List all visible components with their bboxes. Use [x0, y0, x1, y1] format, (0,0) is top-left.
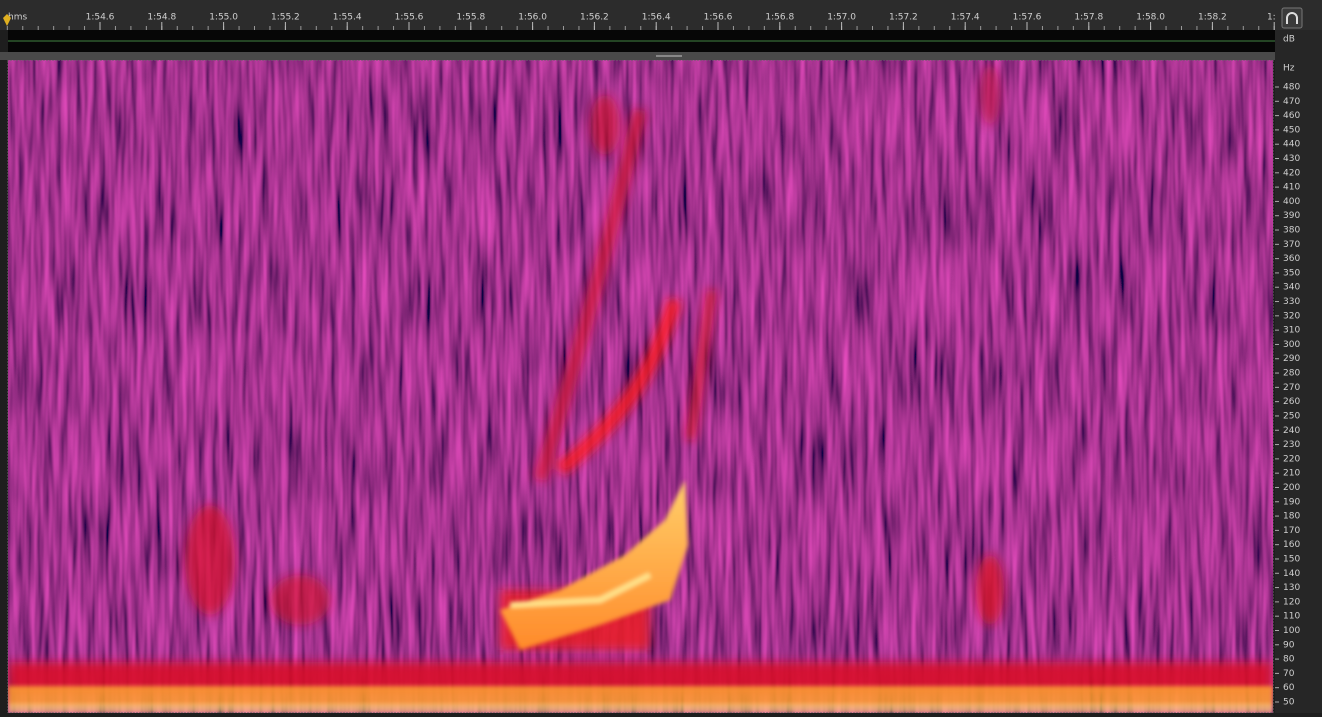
frequency-label: 330: [1283, 297, 1300, 307]
frequency-label: 210: [1283, 469, 1300, 479]
frequency-label: 260: [1283, 397, 1300, 407]
frequency-label: 130: [1283, 583, 1300, 593]
ruler-label: 1:57.0: [827, 13, 856, 23]
frequency-label: 60: [1283, 683, 1295, 693]
splitter-grip: [656, 55, 682, 57]
frequency-label: 240: [1283, 426, 1300, 436]
frequency-label: 350: [1283, 268, 1300, 278]
ruler-label: 1:55.8: [456, 13, 485, 23]
frequency-label: 450: [1283, 125, 1300, 135]
headphone-button[interactable]: [1281, 7, 1303, 29]
ruler-label: 1:55.2: [271, 13, 300, 23]
ruler-label: 1:57.2: [889, 13, 918, 23]
ruler-label: 1:55.6: [395, 13, 424, 23]
frequency-label: 170: [1283, 526, 1300, 536]
frequency-label: 440: [1283, 140, 1300, 150]
frequency-label: 160: [1283, 540, 1300, 550]
frequency-label: 470: [1283, 97, 1300, 107]
ruler-label: 1:55.0: [209, 13, 238, 23]
ruler-label: 1:54.6: [86, 13, 115, 23]
ruler-label: 1:5: [1267, 13, 1281, 23]
frequency-label: 270: [1283, 383, 1300, 393]
frequency-label: 280: [1283, 369, 1300, 379]
frequency-label: 290: [1283, 354, 1300, 364]
frequency-label: 100: [1283, 626, 1300, 636]
frequency-label: 50: [1283, 698, 1295, 708]
frequency-label: 340: [1283, 283, 1300, 293]
ruler-label: 1:57.8: [1074, 13, 1103, 23]
frequency-label: 220: [1283, 454, 1300, 464]
frequency-label: 250: [1283, 411, 1300, 421]
frequency-label: 80: [1283, 655, 1295, 665]
ruler-label: 1:58.2: [1198, 13, 1227, 23]
frequency-label: 420: [1283, 168, 1300, 178]
ruler-label: 1:54.8: [147, 13, 176, 23]
frequency-label: 70: [1283, 669, 1295, 679]
frequency-label: 180: [1283, 512, 1300, 522]
frequency-label: 190: [1283, 497, 1300, 507]
frequency-label: 90: [1283, 640, 1295, 650]
frequency-label: 310: [1283, 326, 1300, 336]
ruler-label: 1:57.6: [1013, 13, 1042, 23]
spectrogram: [8, 60, 1273, 713]
ruler-labels: hms 1:54.6 1:54.8 1:55.0 1:55.2 1:55.4 1:55.6…: [6, 13, 1281, 30]
frequency-label: 430: [1283, 154, 1300, 164]
frequency-label: 320: [1283, 311, 1300, 321]
side-panel: [1275, 30, 1322, 713]
call: [8, 480, 1273, 713]
frequency-label: 120: [1283, 597, 1300, 607]
time-ruler: [0, 0, 1322, 30]
ruler-label: 1:57.4: [951, 13, 980, 23]
frequency-label: 380: [1283, 226, 1300, 236]
frequency-label: 480: [1283, 83, 1300, 93]
hz-unit: Hz: [1283, 64, 1295, 74]
db-unit: dB: [1283, 35, 1295, 45]
frequency-label: 370: [1283, 240, 1300, 250]
ruler-label: 1:56.8: [765, 13, 794, 23]
frequency-label: 410: [1283, 183, 1300, 193]
ruler-label: 1:56.2: [580, 13, 609, 23]
frequency-label: 110: [1283, 612, 1300, 622]
ruler-label: 1:56.4: [642, 13, 671, 23]
ruler-label: 1:56.6: [704, 13, 733, 23]
headphone-icon: [1286, 12, 1298, 24]
frequency-label: 460: [1283, 111, 1300, 121]
playhead: [3, 14, 11, 26]
frequency-axis: 480 470 460 450 440 430 420 410 400 390 380 370 360 3…: [1275, 83, 1300, 708]
frequency-label: 300: [1283, 340, 1300, 350]
frequency-label: 150: [1283, 554, 1300, 564]
ruler-label: 1:55.4: [333, 13, 362, 23]
ruler-unit: hms: [8, 13, 27, 23]
frequency-label: 400: [1283, 197, 1300, 207]
frequency-label: 140: [1283, 569, 1300, 579]
frequency-label: 200: [1283, 483, 1300, 493]
frequency-label: 360: [1283, 254, 1300, 264]
frequency-label: 390: [1283, 211, 1300, 221]
ruler-label: 1:58.0: [1136, 13, 1165, 23]
ruler-label: 1:56.0: [518, 13, 547, 23]
frequency-label: 230: [1283, 440, 1300, 450]
